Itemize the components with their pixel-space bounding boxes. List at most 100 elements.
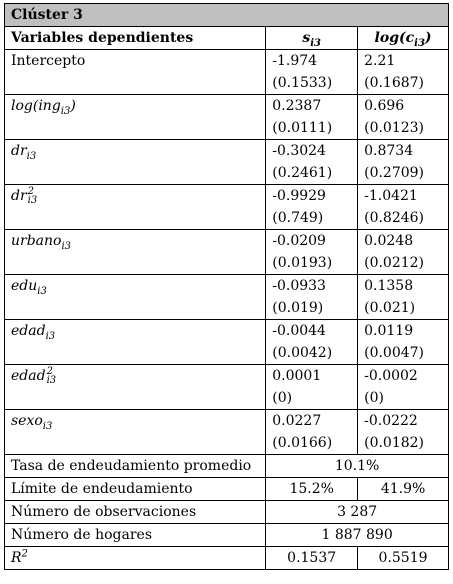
coef: 0.0001 (272, 368, 322, 384)
label-var: dr (11, 188, 27, 204)
std-error: (0.1687) (364, 75, 425, 91)
table-row: log(ingi3) 0.2387 (0.0111) 0.696 (0.0123) (3, 94, 449, 140)
row-label: edad 2 i3 (3, 364, 267, 410)
col1-sub: i3 (310, 37, 321, 49)
std-error: (0.8246) (364, 210, 425, 226)
table-row: sexoi3 0.0227 (0.0166) -0.0222 (0.0182) (3, 409, 449, 455)
std-error: (0.2461) (272, 165, 333, 181)
col1-var: s (302, 30, 311, 46)
label-var: dr (11, 143, 27, 159)
label-sub: i3 (26, 150, 37, 162)
coef: 0.1358 (364, 278, 414, 294)
cell-logc: 0.696 (0.0123) (357, 94, 449, 140)
coef: -0.0933 (272, 278, 326, 294)
std-error: (0.0123) (364, 120, 425, 136)
obs-value: 3 287 (265, 500, 449, 524)
std-error: (0.0042) (272, 345, 333, 361)
summary-row-limite: Límite de endeudamiento 15.2% 41.9% (3, 477, 449, 501)
coef: 0.8734 (364, 143, 414, 159)
label-scripts: 2 i3 (27, 186, 38, 206)
cell-s: 0.2387 (0.0111) (265, 94, 359, 140)
label-sup: 2 (27, 186, 35, 197)
col-header-logc: log(ci3) (357, 26, 449, 50)
label-var: urbano (11, 233, 62, 249)
cell-s: -0.0044 (0.0042) (265, 319, 359, 365)
row-label: dr 2 i3 (3, 184, 267, 230)
limite-value-s: 15.2% (265, 477, 359, 501)
cell-logc: 0.1358 (0.021) (357, 274, 449, 320)
label-var: edad (11, 368, 46, 384)
coef: -0.9929 (272, 188, 326, 204)
col-header-s: si3 (265, 26, 359, 50)
coef: -0.0209 (272, 233, 326, 249)
r2-value-logc: 0.5519 (357, 546, 449, 570)
coef: -0.3024 (272, 143, 326, 159)
summary-row-obs: Número de observaciones 3 287 (3, 500, 449, 524)
label-var: edad (11, 323, 46, 339)
obs-label: Número de observaciones (3, 500, 267, 524)
row-label: sexoi3 (3, 409, 267, 455)
table-row: edui3 -0.0933 (0.019) 0.1358 (0.021) (3, 274, 449, 320)
dep-label: Variables dependientes (3, 26, 267, 50)
hogares-value: 1 887 890 (265, 523, 449, 547)
table-title: Clúster 3 (4, 3, 449, 27)
coef: 0.0227 (272, 413, 322, 429)
cell-s: 0.0001 (0) (265, 364, 359, 410)
tasa-value: 10.1% (265, 454, 449, 478)
coef: -0.0002 (364, 368, 418, 384)
coef: 0.0248 (364, 233, 414, 249)
cell-logc: -0.0222 (0.0182) (357, 409, 449, 455)
cell-s: -1.974 (0.1533) (265, 49, 359, 95)
cell-logc: -1.0421 (0.8246) (357, 184, 449, 230)
row-label: Intercepto (3, 49, 267, 95)
col2-var: c (405, 30, 415, 46)
coef: -1.0421 (364, 188, 418, 204)
summary-row-r2: R2 0.1537 0.5519 (3, 546, 449, 570)
r2-value-s: 0.1537 (265, 546, 359, 570)
cell-s: -0.0933 (0.019) (265, 274, 359, 320)
label-var: log(ing (11, 98, 61, 114)
coef: 0.696 (364, 98, 405, 114)
table-row: dr 2 i3 -0.9929 (0.749) -1.0421 (0.8246) (3, 184, 449, 230)
hogares-label: Número de hogares (3, 523, 267, 547)
tasa-label: Tasa de endeudamiento promedio (3, 454, 267, 478)
row-label: edadi3 (3, 319, 267, 365)
std-error: (0.1533) (272, 75, 333, 91)
table-row: dri3 -0.3024 (0.2461) 0.8734 (0.2709) (3, 139, 449, 185)
std-error: (0.0212) (364, 255, 425, 271)
col2-post: ) (424, 30, 432, 46)
cell-logc: 0.0119 (0.0047) (357, 319, 449, 365)
col2-pre: log( (374, 30, 406, 46)
coef: -1.974 (272, 53, 318, 69)
header-row: Variables dependientes si3 log(ci3) (3, 26, 449, 50)
cell-s: -0.0209 (0.0193) (265, 229, 359, 275)
r2-label: R2 (3, 546, 267, 570)
cell-logc: 0.0248 (0.0212) (357, 229, 449, 275)
summary-row-hogares: Número de hogares 1 887 890 (3, 523, 449, 547)
table-row: Intercepto -1.974 (0.1533) 2.21 (0.1687) (3, 49, 449, 95)
label-sub: i3 (45, 330, 56, 342)
summary-row-tasa: Tasa de endeudamiento promedio 10.1% (3, 454, 449, 478)
table-row: edadi3 -0.0044 (0.0042) 0.0119 (0.0047) (3, 319, 449, 365)
label-sub: i3 (46, 375, 57, 386)
std-error: (0.021) (364, 300, 416, 316)
cell-logc: 2.21 (0.1687) (357, 49, 449, 95)
label-post: ) (70, 98, 76, 114)
r2-var: R (11, 550, 22, 566)
label-var: sexo (11, 413, 43, 429)
coef: 0.0119 (364, 323, 414, 339)
std-error: (0) (272, 390, 293, 406)
cell-logc: -0.0002 (0) (357, 364, 449, 410)
limite-label: Límite de endeudamiento (3, 477, 267, 501)
limite-value-logc: 41.9% (357, 477, 449, 501)
std-error: (0.2709) (364, 165, 425, 181)
std-error: (0.0182) (364, 435, 425, 451)
title-row: Clúster 3 (4, 3, 449, 27)
coef: 2.21 (364, 53, 396, 69)
label-scripts: 2 i3 (46, 367, 57, 386)
cell-s: -0.9929 (0.749) (265, 184, 359, 230)
row-label: dri3 (3, 139, 267, 185)
std-error: (0.749) (272, 210, 324, 226)
std-error: (0) (364, 390, 384, 406)
row-label: urbanoi3 (3, 229, 267, 275)
